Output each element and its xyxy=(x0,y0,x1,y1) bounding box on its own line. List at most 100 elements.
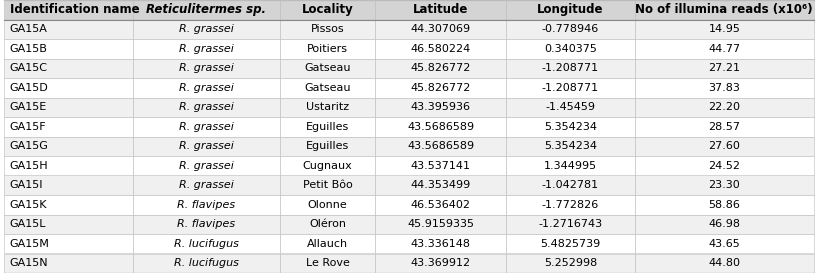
Bar xyxy=(280,97,375,117)
Bar xyxy=(375,39,506,58)
Bar xyxy=(280,176,375,195)
Text: Gatseau: Gatseau xyxy=(304,83,351,93)
Text: R. grassei: R. grassei xyxy=(179,161,234,171)
Bar xyxy=(280,195,375,215)
Text: GA15B: GA15B xyxy=(10,44,47,54)
Bar xyxy=(635,136,814,156)
Text: 43.5686589: 43.5686589 xyxy=(407,122,474,132)
Text: 43.395936: 43.395936 xyxy=(410,102,471,112)
Bar xyxy=(280,0,375,19)
Text: Gatseau: Gatseau xyxy=(304,63,351,73)
Text: 43.336148: 43.336148 xyxy=(410,239,471,249)
Text: Oléron: Oléron xyxy=(309,219,346,229)
Text: 5.252998: 5.252998 xyxy=(544,258,597,268)
Bar xyxy=(375,215,506,234)
Text: 27.21: 27.21 xyxy=(708,63,740,73)
Bar xyxy=(133,97,280,117)
Bar xyxy=(133,156,280,176)
Text: 28.57: 28.57 xyxy=(708,122,740,132)
Text: GA15F: GA15F xyxy=(10,122,47,132)
Text: GA15K: GA15K xyxy=(10,200,47,210)
Text: GA15G: GA15G xyxy=(10,141,49,151)
Text: R. grassei: R. grassei xyxy=(179,102,234,112)
Bar xyxy=(506,19,635,39)
Bar xyxy=(635,195,814,215)
Text: R. grassei: R. grassei xyxy=(179,63,234,73)
Text: GA15H: GA15H xyxy=(10,161,48,171)
Text: -1.772826: -1.772826 xyxy=(542,200,599,210)
Text: 45.826772: 45.826772 xyxy=(410,83,471,93)
Text: Allauch: Allauch xyxy=(307,239,348,249)
Bar xyxy=(635,254,814,273)
Bar xyxy=(4,195,133,215)
Text: -1.208771: -1.208771 xyxy=(542,83,599,93)
Bar xyxy=(4,19,133,39)
Text: 43.369912: 43.369912 xyxy=(410,258,471,268)
Bar xyxy=(133,19,280,39)
Bar xyxy=(375,58,506,78)
Text: 22.20: 22.20 xyxy=(708,102,740,112)
Bar xyxy=(133,39,280,58)
Text: Olonne: Olonne xyxy=(308,200,348,210)
Text: 43.537141: 43.537141 xyxy=(410,161,471,171)
Text: -1.042781: -1.042781 xyxy=(542,180,599,190)
Bar xyxy=(375,176,506,195)
Bar xyxy=(506,195,635,215)
Bar xyxy=(133,234,280,254)
Text: No of illumina reads (x10⁶): No of illumina reads (x10⁶) xyxy=(636,3,813,16)
Bar xyxy=(506,117,635,136)
Bar xyxy=(133,215,280,234)
Text: GA15I: GA15I xyxy=(10,180,43,190)
Bar xyxy=(635,39,814,58)
Text: GA15L: GA15L xyxy=(10,219,47,229)
Bar xyxy=(280,254,375,273)
Text: Reticulitermes sp.: Reticulitermes sp. xyxy=(146,3,267,16)
Bar xyxy=(375,136,506,156)
Bar xyxy=(4,97,133,117)
Bar xyxy=(506,97,635,117)
Bar xyxy=(375,97,506,117)
Text: 5.354234: 5.354234 xyxy=(544,122,597,132)
Bar xyxy=(133,136,280,156)
Bar xyxy=(4,58,133,78)
Text: R. grassei: R. grassei xyxy=(179,141,234,151)
Text: GA15C: GA15C xyxy=(10,63,48,73)
Text: 44.353499: 44.353499 xyxy=(410,180,471,190)
Bar xyxy=(375,254,506,273)
Bar xyxy=(4,78,133,97)
Text: Ustaritz: Ustaritz xyxy=(306,102,349,112)
Text: Latitude: Latitude xyxy=(413,3,468,16)
Text: R. grassei: R. grassei xyxy=(179,122,234,132)
Text: 44.307069: 44.307069 xyxy=(410,24,471,34)
Bar xyxy=(375,117,506,136)
Text: 44.77: 44.77 xyxy=(708,44,740,54)
Bar xyxy=(375,78,506,97)
Text: 46.580224: 46.580224 xyxy=(410,44,471,54)
Bar xyxy=(133,117,280,136)
Bar xyxy=(506,39,635,58)
Bar xyxy=(635,156,814,176)
Bar xyxy=(4,136,133,156)
Bar xyxy=(133,176,280,195)
Text: 45.826772: 45.826772 xyxy=(410,63,471,73)
Bar xyxy=(4,234,133,254)
Text: GA15M: GA15M xyxy=(10,239,50,249)
Bar xyxy=(375,195,506,215)
Bar xyxy=(280,19,375,39)
Text: 46.536402: 46.536402 xyxy=(410,200,471,210)
Text: R. flavipes: R. flavipes xyxy=(177,219,236,229)
Bar xyxy=(133,58,280,78)
Text: 58.86: 58.86 xyxy=(708,200,740,210)
Text: R. grassei: R. grassei xyxy=(179,83,234,93)
Text: 43.5686589: 43.5686589 xyxy=(407,141,474,151)
Bar xyxy=(635,19,814,39)
Bar xyxy=(506,254,635,273)
Text: -1.208771: -1.208771 xyxy=(542,63,599,73)
Text: R. flavipes: R. flavipes xyxy=(177,200,236,210)
Text: R. lucifugus: R. lucifugus xyxy=(174,239,239,249)
Bar xyxy=(133,78,280,97)
Bar xyxy=(375,156,506,176)
Bar xyxy=(506,136,635,156)
Bar xyxy=(4,215,133,234)
Text: Eguilles: Eguilles xyxy=(306,122,349,132)
